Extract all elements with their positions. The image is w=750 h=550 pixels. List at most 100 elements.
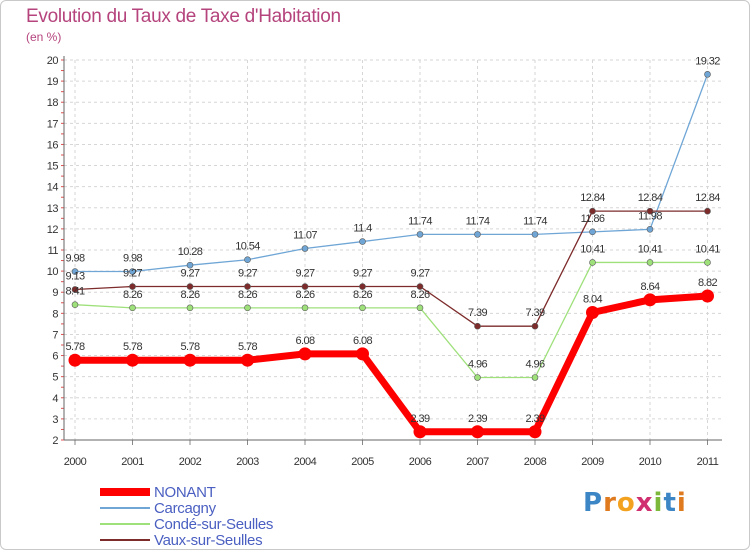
y-tick-label-2: 2 (52, 435, 58, 447)
x-tick-label-2007: 2007 (466, 456, 489, 468)
data-label-nonant: 5.78 (65, 341, 84, 353)
data-label-nonant: 6.08 (295, 335, 314, 347)
y-tick-label-14: 14 (47, 182, 59, 194)
data-point-carcagny (244, 256, 251, 264)
y-tick-label-4: 4 (52, 393, 58, 405)
proxiti-logo: Proxiti (583, 488, 687, 518)
data-point-carcagny (301, 245, 309, 252)
y-tick-label-17: 17 (47, 118, 59, 130)
y-tick-label-15: 15 (47, 161, 59, 173)
y-tick-label-6: 6 (52, 351, 58, 363)
data-label-carcagny: 19.32 (695, 55, 720, 67)
x-tick-label-2003: 2003 (236, 456, 259, 468)
y-tick-label-11: 11 (48, 245, 59, 257)
data-point-conde-sur-seulles (531, 374, 539, 381)
data-label-carcagny: 11.74 (408, 215, 432, 227)
y-tick-label-10: 10 (47, 266, 59, 278)
logo-letter: i (653, 488, 664, 518)
data-label-vaux-sur-seulles: 9.13 (65, 270, 84, 282)
data-label-vaux-sur-seulles: 9.27 (238, 268, 257, 280)
data-point-carcagny (129, 268, 136, 275)
data-point-nonant (356, 347, 369, 361)
data-label-nonant: 5.78 (180, 341, 199, 353)
legend-swatch-nonant (100, 488, 150, 496)
data-point-nonant (701, 289, 714, 303)
y-tick-label-5: 5 (52, 372, 58, 384)
data-point-nonant (68, 353, 82, 367)
legend-swatch-conde-sur-seulles (100, 523, 150, 525)
data-label-conde-sur-seulles: 8.26 (180, 289, 199, 301)
data-labels: 9.98 9.98 10.28 10.54 11.07 11.4 11.74 11.74 11.… (65, 55, 720, 424)
data-point-conde-sur-seulles (71, 301, 79, 308)
y-tick-label-20: 20 (47, 55, 59, 67)
legend-item-vaux-sur-seulles: Vaux-sur-Seulles (100, 532, 263, 549)
series-conde-sur-seulles (71, 259, 711, 381)
data-point-carcagny (531, 231, 539, 238)
y-tick-label-9: 9 (52, 287, 58, 299)
data-point-conde-sur-seulles (474, 374, 481, 381)
data-label-conde-sur-seulles: 8.26 (353, 289, 372, 301)
y-tick-label-3: 3 (52, 414, 58, 426)
data-point-carcagny (416, 231, 424, 238)
logo-letter: o (616, 488, 636, 518)
data-point-vaux-sur-seulles (301, 283, 309, 290)
legend-swatch-vaux-sur-seulles (100, 539, 150, 541)
logo-letter: r (603, 488, 617, 518)
data-point-vaux-sur-seulles (416, 283, 424, 290)
data-label-nonant: 2.39 (410, 413, 429, 425)
data-label-carcagny: 11.98 (638, 210, 662, 222)
data-point-carcagny (589, 228, 596, 236)
y-tick-label-8: 8 (52, 308, 58, 320)
data-label-nonant: 5.78 (238, 341, 257, 353)
data-label-nonant: 5.78 (123, 341, 142, 353)
data-label-carcagny: 9.98 (123, 253, 142, 265)
data-point-nonant (528, 425, 542, 439)
y-tick-label-7: 7 (52, 329, 58, 341)
data-label-conde-sur-seulles: 4.96 (525, 359, 544, 371)
series-line-carcagny (74, 73, 709, 273)
x-tick-label-2009: 2009 (581, 456, 604, 468)
data-label-carcagny: 11.74 (523, 215, 547, 227)
data-point-conde-sur-seulles (186, 304, 194, 312)
series-line-conde-sur-seulles (74, 261, 709, 379)
series-carcagny (71, 71, 711, 275)
legend-item-carcagny: Carcagny (100, 500, 216, 517)
data-label-nonant: 8.64 (640, 281, 659, 293)
y-tick-label-16: 16 (47, 139, 59, 151)
x-tick-label-2000: 2000 (64, 456, 87, 468)
data-label-vaux-sur-seulles: 12.84 (580, 192, 605, 204)
data-label-carcagny: 10.54 (235, 241, 260, 253)
data-point-carcagny (359, 238, 366, 245)
data-label-conde-sur-seulles: 8.26 (295, 289, 314, 301)
x-tick-label-2005: 2005 (351, 456, 374, 468)
data-label-vaux-sur-seulles: 9.27 (123, 268, 142, 280)
data-point-vaux-sur-seulles (704, 207, 711, 215)
data-label-nonant: 2.39 (468, 413, 487, 425)
logo-letter: x (635, 488, 654, 518)
data-label-vaux-sur-seulles: 9.27 (180, 268, 199, 280)
data-point-vaux-sur-seulles (474, 322, 481, 330)
logo-letter: i (676, 488, 687, 518)
data-label-vaux-sur-seulles: 9.27 (353, 268, 372, 280)
data-point-conde-sur-seulles (646, 259, 654, 266)
data-point-conde-sur-seulles (589, 259, 596, 266)
data-point-carcagny (71, 268, 79, 275)
logo-letter: P (583, 488, 604, 518)
data-label-carcagny: 11.4 (353, 223, 372, 235)
logo-letter: t (663, 488, 677, 518)
data-point-vaux-sur-seulles (244, 283, 251, 290)
y-tick-label-12: 12 (47, 224, 59, 236)
data-point-vaux-sur-seulles (646, 207, 654, 215)
x-tick-label-2011: 2011 (697, 456, 719, 468)
data-point-carcagny (186, 261, 194, 269)
data-point-vaux-sur-seulles (589, 207, 596, 215)
data-point-conde-sur-seulles (359, 304, 366, 312)
data-point-carcagny (704, 71, 711, 78)
data-label-carcagny: 9.98 (65, 253, 84, 265)
data-point-nonant (586, 305, 599, 319)
chart-subtitle: (en %) (26, 30, 62, 44)
data-label-nonant: 8.04 (583, 293, 602, 305)
data-label-carcagny: 10.28 (178, 246, 203, 258)
